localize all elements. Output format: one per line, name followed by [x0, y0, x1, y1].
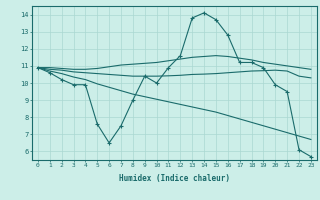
X-axis label: Humidex (Indice chaleur): Humidex (Indice chaleur) [119, 174, 230, 183]
